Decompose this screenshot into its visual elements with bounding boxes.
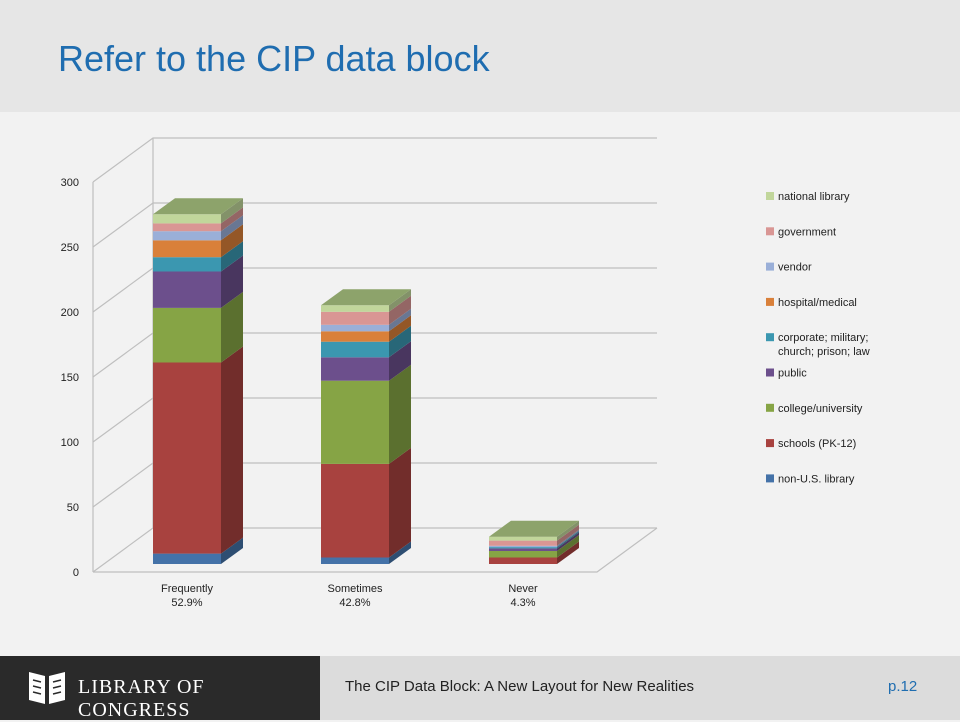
logo-text: LIBRARY OF CONGRESS	[78, 676, 205, 721]
bar-segment	[153, 271, 221, 308]
bar-segment-side	[221, 241, 243, 272]
stacked-bar-chart: 0 50 100 150 200 250 300 Frequently 52.9% Sometim…	[61, 137, 870, 609]
bar-segment	[153, 231, 221, 241]
y-tick-label: 250	[61, 242, 79, 254]
bar-segment	[321, 557, 389, 564]
legend-label: non-U.S. library	[778, 473, 855, 485]
legend-label: vendor	[778, 262, 812, 274]
legend-label: government	[778, 226, 836, 238]
bar-segment-side	[557, 524, 579, 546]
bar-top	[153, 198, 243, 215]
y-tick-label: 100	[61, 437, 79, 449]
bar-segment	[489, 557, 557, 564]
bar-segment	[489, 545, 557, 548]
page-title: Refer to the CIP data block	[58, 38, 490, 79]
bar-top	[321, 289, 411, 306]
legend-label: hospital/medical	[778, 297, 857, 309]
bar-segment-side	[221, 537, 243, 564]
legend-swatch	[766, 368, 774, 377]
bar-segment	[489, 548, 557, 551]
chart-bars	[153, 198, 579, 564]
legend-swatch	[766, 227, 774, 236]
legend-swatch	[766, 262, 774, 271]
bar-segment-side	[557, 532, 579, 551]
legend-label: church; prison; law	[778, 346, 870, 358]
library-logo[interactable]: LIBRARY OF CONGRESS	[0, 656, 320, 721]
bar-segment	[153, 307, 221, 363]
y-tick-label: 50	[67, 502, 79, 514]
legend-swatch	[766, 403, 774, 412]
bar-segment	[321, 311, 389, 325]
bar-top	[489, 520, 579, 537]
legend-swatch	[766, 297, 774, 306]
legend-label: college/university	[778, 403, 863, 415]
legend-swatch	[766, 439, 774, 448]
category-label: Never	[508, 583, 538, 595]
bar-segment	[489, 540, 557, 546]
bar-segment-side	[389, 289, 411, 312]
legend-swatch	[766, 474, 774, 483]
bar-segment	[489, 547, 557, 549]
category-percent-label: 42.8%	[339, 597, 370, 609]
footer-bar: LIBRARY OF CONGRESS The CIP Data Block: …	[0, 656, 960, 721]
category-percent-label: 52.9%	[171, 597, 202, 609]
bar-segment-side	[221, 224, 243, 258]
gridline	[92, 137, 657, 183]
category-label: Sometimes	[327, 583, 383, 595]
y-tick-label: 150	[61, 372, 79, 384]
bar-segment-side	[557, 531, 579, 549]
bar-segment-side	[221, 207, 243, 232]
y-tick-label: 200	[61, 307, 79, 319]
legend-label: corporate; military;	[778, 332, 868, 344]
bar-segment-side	[389, 364, 411, 464]
legend-swatch	[766, 333, 774, 342]
page-number: p.12	[888, 678, 918, 695]
bar-segment	[321, 305, 389, 312]
bar-segment-side	[557, 541, 579, 564]
header-band: Refer to the CIP data block	[0, 0, 960, 112]
bar-segment-side	[557, 520, 579, 541]
bar-segment	[321, 357, 389, 381]
bar-segment-side	[389, 295, 411, 325]
floor-edge	[93, 527, 658, 573]
bar-segment	[153, 214, 221, 224]
bar-segment-side	[389, 315, 411, 342]
bar-segment-side	[389, 447, 411, 558]
bar-segment-side	[557, 529, 579, 548]
legend-label: national library	[778, 191, 850, 203]
chart-labels: 0 50 100 150 200 250 300 Frequently 52.9% Sometim…	[61, 177, 538, 609]
category-percent-label: 4.3%	[510, 597, 535, 609]
footer-caption: The CIP Data Block: A New Layout for New…	[345, 678, 695, 695]
legend-label: schools (PK-12)	[778, 438, 856, 450]
bar-segment	[153, 362, 221, 554]
bar-segment-side	[221, 198, 243, 224]
bar-segment-side	[221, 255, 243, 308]
bar-segment-side	[389, 541, 411, 564]
bar-segment	[153, 223, 221, 232]
bar-segment-side	[221, 215, 243, 241]
bar-segment-side	[557, 535, 579, 558]
bar-segment-side	[221, 346, 243, 554]
bar-segment	[321, 463, 389, 558]
bar-segment	[321, 331, 389, 342]
y-tick-label: 0	[73, 567, 79, 579]
legend-label: public	[778, 368, 807, 380]
bar-segment	[489, 551, 557, 558]
bar-segment	[153, 553, 221, 564]
bar-segment	[153, 240, 221, 258]
bar-segment	[489, 536, 557, 541]
chart-legend: national library government vendor hospital…	[766, 191, 870, 485]
legend-swatch	[766, 192, 774, 200]
bar-segment	[153, 257, 221, 272]
bar-segment	[321, 341, 389, 358]
bar-segment	[321, 324, 389, 332]
bar-segment-side	[221, 291, 243, 363]
bar-segment-side	[389, 325, 411, 358]
category-label: Frequently	[161, 583, 213, 595]
bar-segment	[321, 380, 389, 464]
y-tick-label: 300	[61, 177, 79, 189]
book-logo-icon	[29, 672, 65, 704]
bar-segment-side	[389, 308, 411, 332]
bar-segment-side	[389, 341, 411, 381]
